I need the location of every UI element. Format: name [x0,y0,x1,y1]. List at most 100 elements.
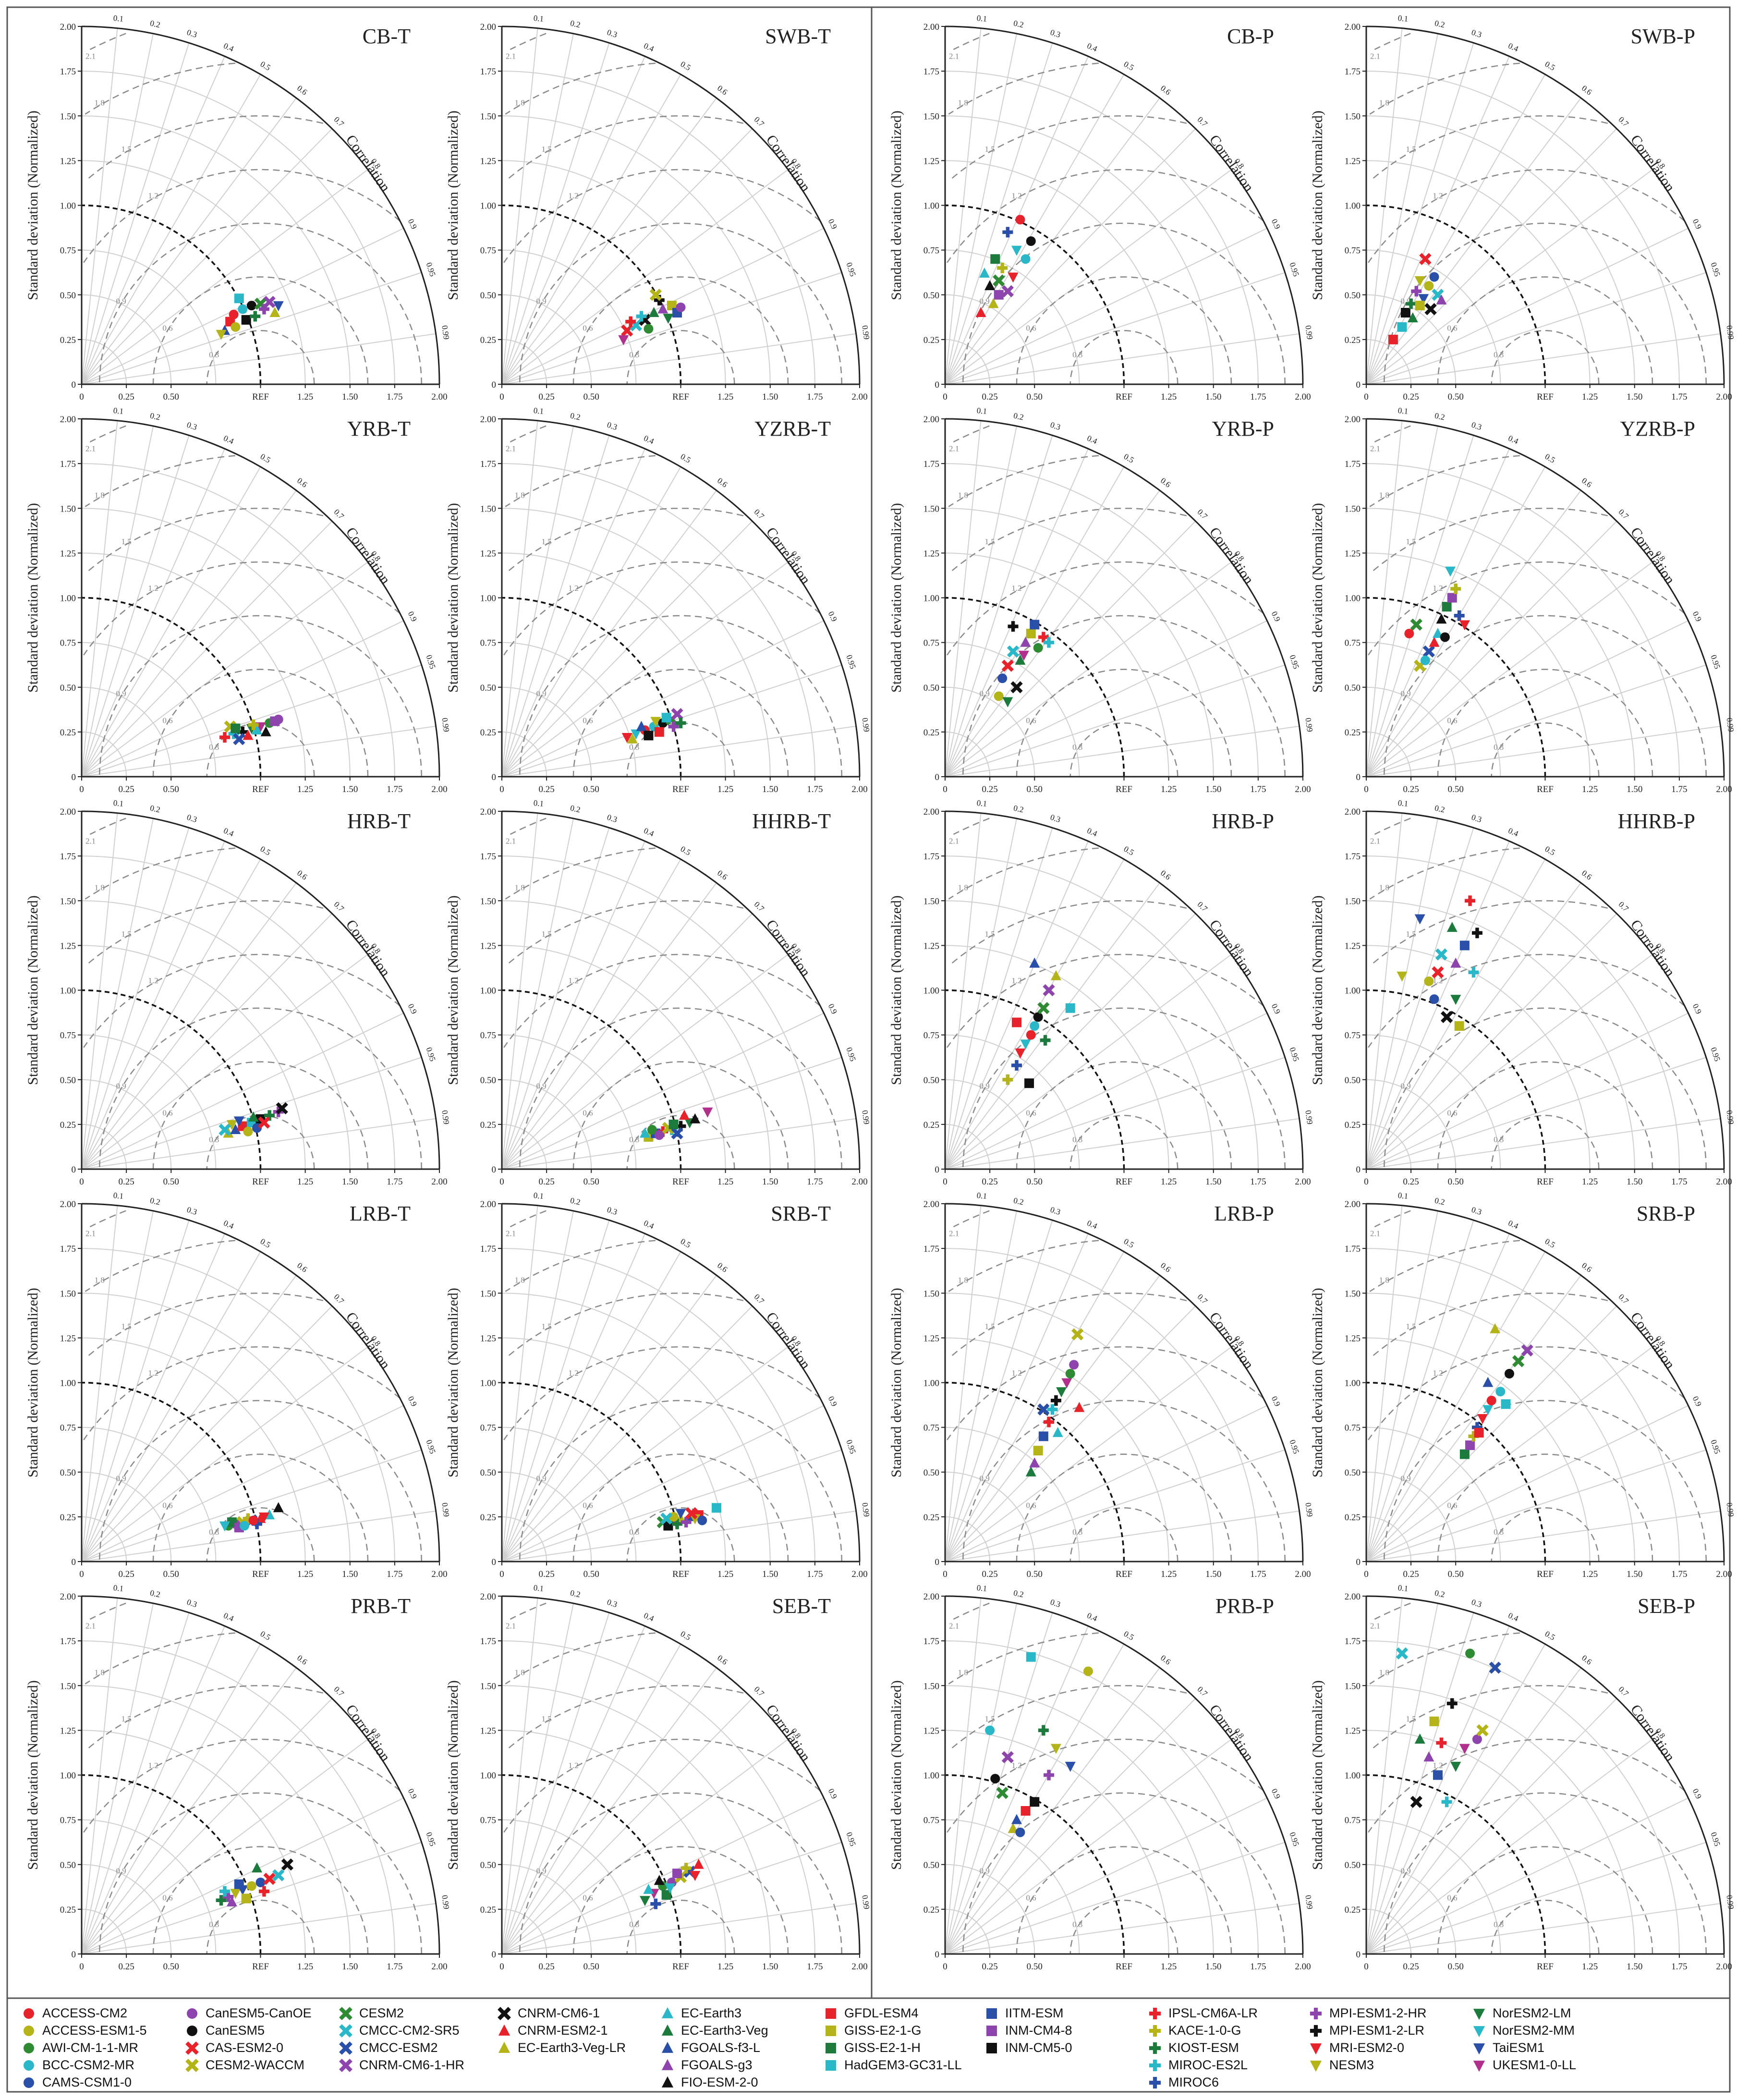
legend-label: CESM2 [359,2006,404,2020]
ref-arc [945,1381,1125,1562]
legend-label: EC-Earth3-Veg [681,2023,768,2038]
rmsd-tick-label: 1.5 [985,1322,995,1331]
corr-gridline [81,272,422,385]
y-tick-label: 0.25 [480,728,496,738]
std-gridline [1366,1337,1591,1562]
marker-triangle [984,280,996,291]
ref-arc [1366,597,1546,777]
std-gridline [501,1427,637,1562]
rmsd-arc [1016,669,1232,777]
legend: ACCESS-CM2 ACCESS-ESM1-5 AWI-CM-1-1-MR BCC-… [24,2006,1576,2089]
y-tick-label: 1.25 [923,1333,939,1343]
x-tick-label: REF [1537,392,1554,402]
rmsd-arc [626,722,735,777]
panel-title: SRB-T [771,1202,831,1225]
rmsd-tick-label: 0.9 [116,296,126,305]
marker-plus [1047,1404,1058,1415]
x-tick-label: 1.50 [762,1962,778,1972]
rmsd-arc [948,62,1099,115]
x-tick-label: 1.25 [297,784,313,794]
marker-square [1026,629,1036,638]
rmsd-arc [519,1007,843,1170]
x-tick-label: REF [672,392,689,402]
y-tick-label: 0.50 [1345,1468,1360,1478]
rmsd-tick-label: 1.5 [542,1714,552,1723]
marker-tridown [233,1116,244,1127]
rmsd-tick-label: 0.3 [1494,1135,1504,1144]
rmsd-tick-label: 1.8 [515,1668,525,1677]
marker-square [1400,308,1410,317]
y-tick-label: 1.00 [923,594,939,604]
marker-plus [1446,1698,1458,1709]
marker-square [1065,1003,1075,1013]
marker-circle [1429,994,1439,1004]
std-gridline [945,1471,1035,1562]
x-tick-label: 2.00 [431,1177,447,1187]
legend-item: ACCESS-ESM1-5 [24,2023,147,2038]
marker-tridown [1018,650,1029,661]
legend-item: GISS-E2-1-G [826,2023,922,2038]
y-axis-label: Standard deviation (Normalized) [1310,110,1325,300]
legend-label: GFDL-ESM4 [844,2006,919,2020]
marker-x [1435,948,1448,961]
rmsd-tick-label: 1.5 [121,929,132,939]
rmsd-tick-label: 2.1 [85,52,96,61]
y-axis-label: Standard deviation (Normalized) [445,1680,461,1870]
rmsd-arc [572,276,789,385]
y-tick-label: 1.00 [923,1771,939,1781]
marker-x-stroke-b [671,708,683,720]
marker-plus [1310,2025,1322,2037]
corr-tick-label: 0.1 [976,406,987,416]
ref-arc [945,204,1125,385]
std-gridline [1366,160,1591,385]
legend-label: MIROC6 [1168,2075,1219,2089]
corr-tick-label: 0.99 [440,1894,451,1910]
legend-label: HadGEM3-GC31-LL [844,2058,962,2072]
rmsd-arc [1491,722,1600,777]
y-tick-label: 1.00 [60,986,76,996]
marker-circle [1069,1360,1079,1370]
marker-x [671,708,683,720]
marker-circle [1404,629,1414,638]
panel-title: CB-P [1227,24,1274,48]
rmsd-arc [99,1792,423,1954]
x-tick-label: 0 [79,392,84,402]
panel-title: YZRB-T [754,417,831,440]
marker-x [1001,1751,1014,1763]
rmsd-tick-label: 0.6 [1026,323,1036,332]
corr-gridline [501,818,574,1170]
corr-gridline [81,1210,154,1562]
rmsd-arc [89,1602,126,1620]
rmsd-tick-label: 0.6 [1447,323,1457,332]
marker-plus [1149,2059,1161,2072]
marker-x-stroke-b [1435,948,1448,961]
marker-x-stroke-b [339,2024,352,2038]
corr-gridline [1366,435,1474,777]
panel-title: SWB-P [1631,24,1695,48]
marker-triangle [654,1875,665,1885]
marker-triangle [498,2041,510,2053]
x-tick-label: 1.75 [387,1962,402,1972]
legend-label: NorESM2-MM [1493,2023,1575,2038]
marker-x [1432,966,1444,978]
y-axis-label: Standard deviation (Normalized) [888,895,904,1085]
corr-gridline [1366,1210,1438,1562]
corr-gridline [1366,1842,1707,1954]
rmsd-arc [519,1400,843,1562]
rmsd-tick-label: 0.6 [583,1108,593,1117]
legend-item: TaiESM1 [1473,2040,1544,2055]
corr-gridline [1366,1405,1688,1562]
y-tick-label: 0.75 [480,1031,496,1041]
rmsd-tick-label: 1.2 [568,1368,578,1378]
marker-square [1454,1021,1464,1031]
x-tick-label: 1.25 [1161,784,1177,794]
rmsd-tick-label: 0.9 [536,296,547,305]
x-tick-label: 0.50 [1448,1177,1464,1187]
rmsd-tick-label: 0.3 [629,1527,639,1537]
marker-square [1024,1078,1034,1088]
panel-title: PRB-P [1215,1594,1274,1618]
y-tick-label: 0.25 [923,1905,939,1915]
x-tick-label: 0.50 [1027,1962,1043,1972]
x-tick-label: 1.50 [342,1962,358,1972]
